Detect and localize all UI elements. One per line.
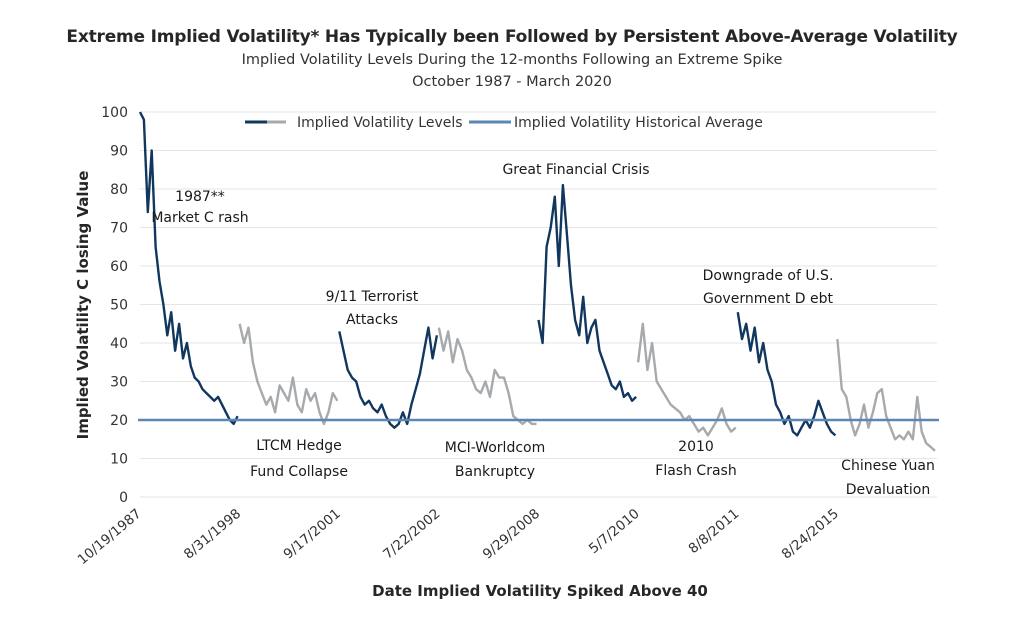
- y-axis-label: Implied Volatility C losing Value: [74, 171, 92, 440]
- x-tick-label: 7/22/2002: [380, 506, 443, 563]
- x-tick-label: 8/31/1998: [181, 506, 244, 563]
- annotation-7-22-2002-line1: MCI-Worldcom: [445, 440, 546, 456]
- series-line-8-8-2011: [736, 312, 837, 437]
- x-tick-label: 10/19/1987: [75, 506, 145, 568]
- chart-subtitle: Implied Volatility Levels During the 12-…: [241, 52, 783, 68]
- series-line-7-22-2002: [437, 327, 537, 426]
- x-tick-label: 8/24/2015: [779, 506, 842, 563]
- x-tick-label: 9/29/2008: [480, 506, 543, 563]
- series-line-5-7-2010: [636, 322, 737, 437]
- annotation-5-7-2010-line1: 2010: [678, 439, 714, 455]
- annotation-10-19-1987-line1: 1987**: [175, 189, 225, 205]
- chart-date-range: October 1987 - March 2020: [412, 74, 612, 90]
- annotation-8-24-2015-line1: Chinese Yuan: [841, 458, 935, 474]
- annotation-10-19-1987-line2: Market C rash: [151, 210, 248, 226]
- annotation-9-17-2001-line1: 9/11 Terrorist: [326, 289, 419, 305]
- series-line-8-24-2015: [836, 338, 936, 452]
- annotation-8-24-2015-line2: Devaluation: [846, 482, 930, 498]
- x-axis-ticks: 10/19/1987 8/31/1998 9/17/2001 7/22/2002 9/2…: [75, 506, 842, 568]
- legend: Implied Volatility Levels Implied Volati…: [245, 115, 763, 131]
- chart-title: Extreme Implied Volatility* Has Typicall…: [66, 27, 958, 47]
- gridlines: [140, 111, 937, 498]
- y-tick-label: 0: [119, 490, 128, 506]
- series-line-9-29-2008: [537, 183, 637, 402]
- y-tick-label: 40: [110, 336, 128, 352]
- x-tick-label: 9/17/2001: [280, 506, 343, 563]
- y-tick-label: 10: [110, 452, 128, 468]
- annotation-8-8-2011-line1: Downgrade of U.S.: [703, 268, 834, 284]
- series-line-10-19-1987: [138, 111, 239, 426]
- annotation-7-22-2002-line2: Bankruptcy: [455, 464, 535, 480]
- annotation-5-7-2010-line2: Flash Crash: [655, 463, 736, 479]
- series-line-8-31-1998: [238, 323, 339, 426]
- y-tick-label: 30: [110, 375, 128, 391]
- legend-label-average: Implied Volatility Historical Average: [514, 115, 763, 131]
- annotation-8-31-1998-line2: Fund Collapse: [250, 464, 348, 480]
- y-tick-label: 80: [110, 182, 128, 198]
- x-tick-label: 5/7/2010: [586, 506, 643, 557]
- legend-label-levels: Implied Volatility Levels: [297, 115, 463, 131]
- x-axis-label: Date Implied Volatility Spiked Above 40: [372, 582, 708, 600]
- y-tick-label: 90: [110, 144, 128, 160]
- y-tick-label: 50: [110, 298, 128, 314]
- event-annotations: 1987** Market C rash LTCM Hedge Fund Collap…: [151, 162, 934, 498]
- annotation-8-8-2011-line2: Government D ebt: [703, 291, 833, 307]
- annotation-9-29-2008-line1: Great Financial Crisis: [502, 162, 649, 178]
- y-tick-label: 70: [110, 221, 128, 237]
- series-lines: [138, 111, 936, 452]
- annotation-8-31-1998-line1: LTCM Hedge: [256, 438, 341, 454]
- y-axis-ticks: 0 10 20 30 40 50 60 70 80 90 100: [101, 105, 128, 506]
- y-tick-label: 60: [110, 259, 128, 275]
- y-tick-label: 20: [110, 413, 128, 429]
- annotation-9-17-2001-line2: Attacks: [346, 312, 398, 328]
- y-tick-label: 100: [101, 105, 128, 121]
- x-tick-label: 8/8/2011: [686, 506, 743, 557]
